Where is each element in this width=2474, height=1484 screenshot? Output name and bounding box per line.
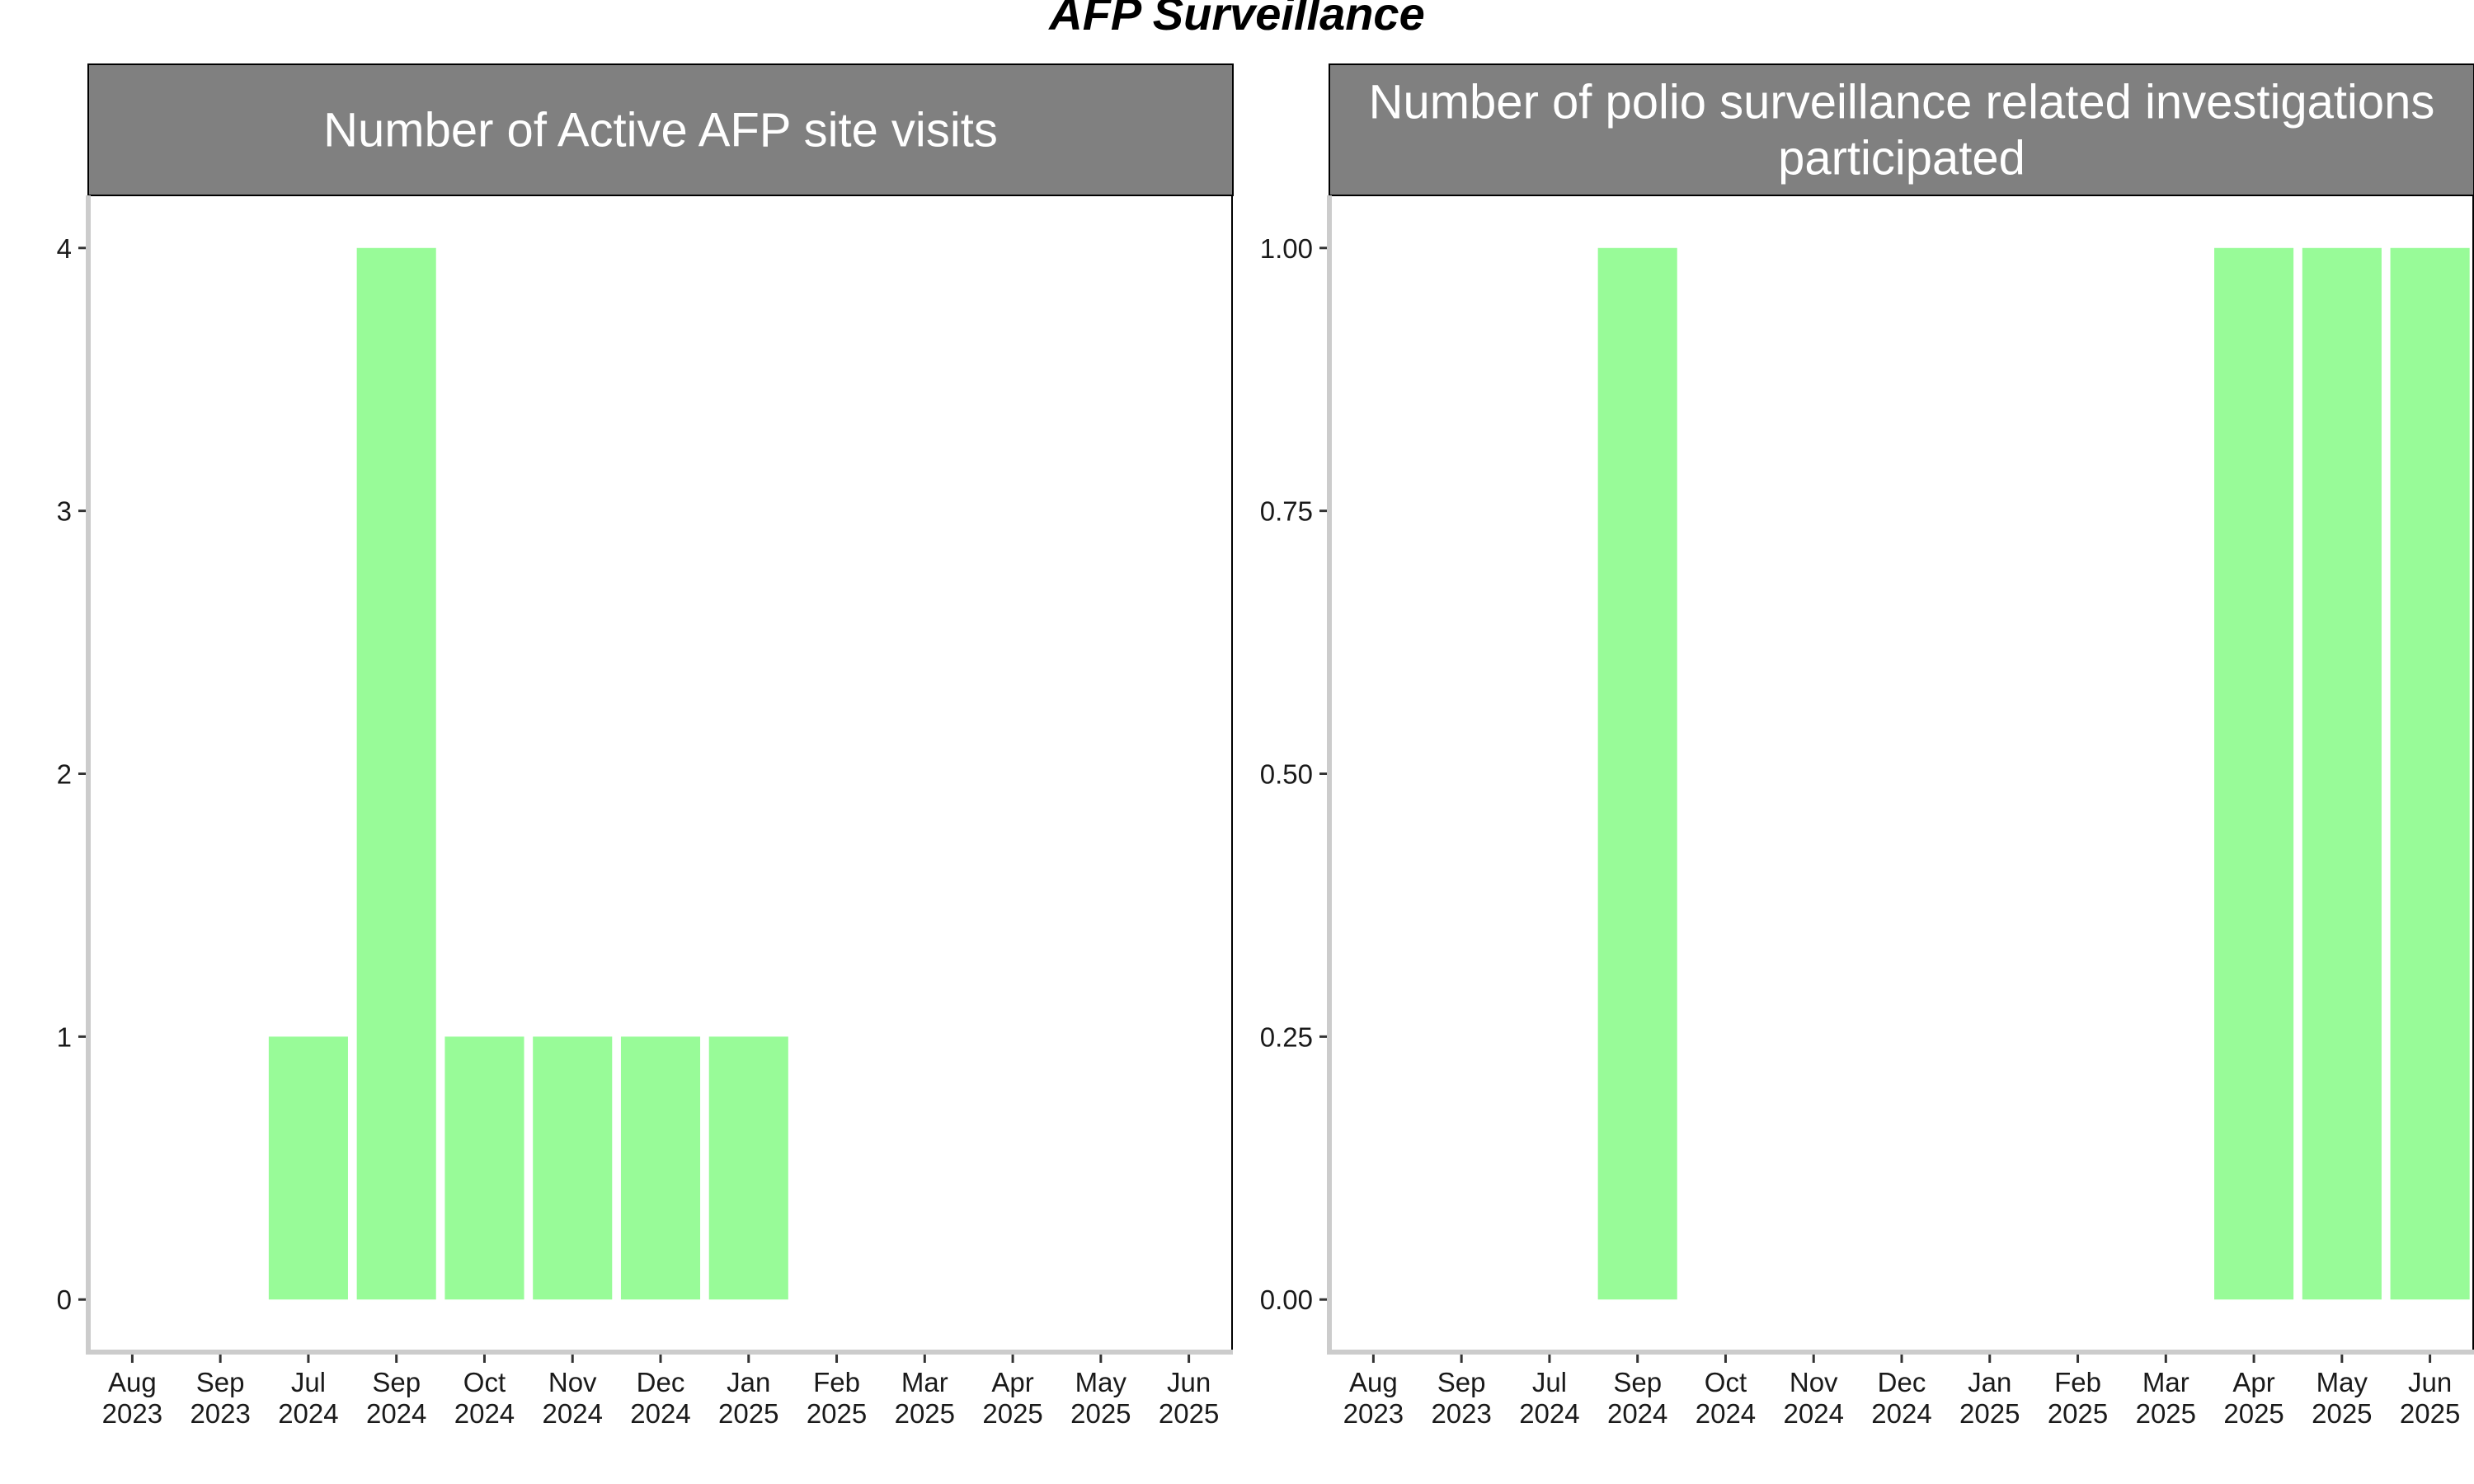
bar-dec-2024 [620,1036,701,1300]
x-tick-label: Sep [196,1367,245,1397]
y-tick-label: 4 [57,233,72,264]
panel-2: Number of polio surveillance related inv… [1260,63,2474,1429]
x-tick-label: Aug [108,1367,157,1397]
x-tick-label: Oct [463,1367,506,1397]
x-tick-label: Jul [1532,1367,1567,1397]
x-tick-label: Jul [291,1367,326,1397]
panel-1: Number of Active AFP site visits 0 1 2 3 4 Aug… [57,63,1234,1429]
x-tick-label: 2023 [1431,1398,1491,1429]
x-tick-label: Jun [1167,1367,1211,1397]
x-tick-label: 2024 [366,1398,426,1429]
x-tick-label: 2025 [1959,1398,2020,1429]
x-tick-label: Jan [727,1367,770,1397]
x-tick-label: 2025 [895,1398,955,1429]
x-tick-label: Mar [2142,1367,2189,1397]
figure-title: AFP Surveillance [1047,0,1424,40]
y-tick-label: 2 [57,759,72,790]
bar-apr-2025 [2214,247,2294,1300]
x-tick-label: Jun [2408,1367,2452,1397]
y-tick-label: 0.25 [1260,1021,1313,1052]
x-tick-label: 2023 [1343,1398,1404,1429]
y-tick-label: 1.00 [1260,233,1313,264]
x-tick-label: Oct [1705,1367,1747,1397]
x-tick-label: May [1075,1367,1127,1397]
x-tick-label: 2023 [102,1398,162,1429]
y-tick-label: 0.50 [1260,759,1313,790]
x-tick-label: 2024 [1607,1398,1667,1429]
x-tick-label: 2025 [2400,1398,2460,1429]
x-tick-label: Mar [901,1367,948,1397]
x-tick-label: Apr [991,1367,1033,1397]
y-tick-label: 1 [57,1021,72,1052]
x-tick-label: Nov [548,1367,597,1397]
x-tick-label: 2025 [718,1398,778,1429]
x-tick-label: 2025 [2136,1398,2196,1429]
x-tick-label: 2025 [1070,1398,1131,1429]
x-tick-label: 2025 [982,1398,1042,1429]
x-tick-label: 2024 [278,1398,338,1429]
x-tick-label: 2023 [190,1398,250,1429]
y-tick-label: 0 [57,1284,72,1315]
panel-title: participated [1778,132,2025,186]
x-tick-label: 2024 [1696,1398,1756,1429]
x-tick-label: 2024 [1871,1398,1931,1429]
y-tick-label: 0.00 [1260,1284,1313,1315]
x-tick-label: 2024 [1519,1398,1579,1429]
panel-strip [87,63,1234,196]
x-tick-label: 2025 [2223,1398,2284,1429]
x-tick-label: Dec [637,1367,685,1397]
x-tick-label: Feb [813,1367,860,1397]
x-tick-label: Aug [1349,1367,1398,1397]
x-tick-label: 2024 [1784,1398,1844,1429]
x-tick-label: 2024 [543,1398,603,1429]
x-tick-label: 2024 [454,1398,515,1429]
x-tick-label: Apr [2232,1367,2274,1397]
bar-jan-2025 [708,1036,788,1300]
bar-may-2025 [2302,247,2382,1300]
panel-title: Number of Active AFP site visits [323,104,998,157]
x-tick-label: Sep [1613,1367,1662,1397]
x-tick-label: Sep [1437,1367,1486,1397]
y-tick-label: 0.75 [1260,496,1313,527]
x-tick-label: Sep [372,1367,421,1397]
x-tick-label: 2025 [807,1398,867,1429]
bar-jul-2024 [268,1036,348,1300]
bar-sep-2024 [356,247,436,1300]
x-tick-label: 2025 [2048,1398,2108,1429]
x-tick-label: Dec [1878,1367,1926,1397]
x-tick-label: 2024 [630,1398,690,1429]
panel-title: Number of polio surveillance related inv… [1369,76,2435,129]
x-tick-label: 2025 [1159,1398,1219,1429]
bar-nov-2024 [533,1036,613,1300]
y-tick-label: 3 [57,496,72,527]
bar-jun-2025 [2390,247,2470,1300]
x-tick-label: Nov [1790,1367,1838,1397]
x-tick-label: May [2316,1367,2368,1397]
chart-panels: Number of Active AFP site visits 0 1 2 3 4 Aug… [57,63,2474,1429]
x-tick-label: Feb [2054,1367,2101,1397]
x-tick-label: 2025 [2312,1398,2372,1429]
x-tick-label: Jan [1968,1367,2011,1397]
bar-oct-2024 [444,1036,524,1300]
bar-sep-2024 [1597,247,1677,1300]
